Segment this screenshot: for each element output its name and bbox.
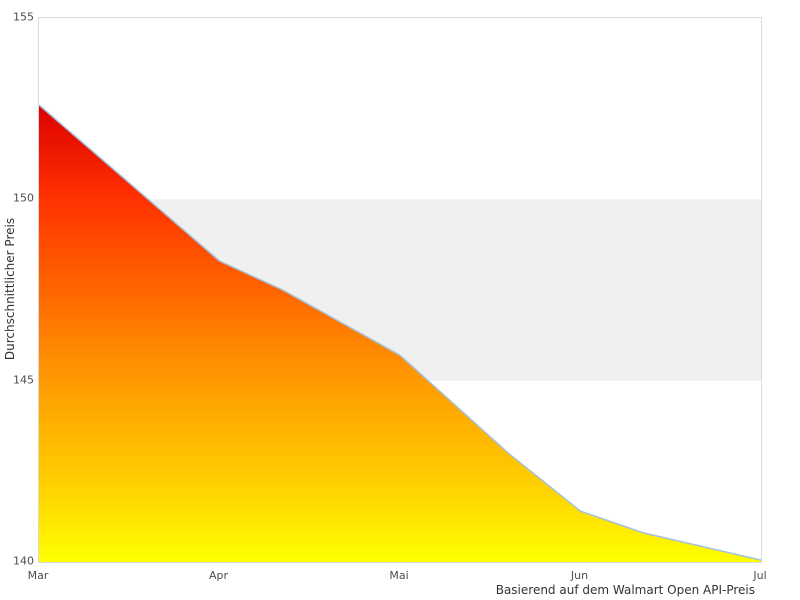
x-tick-label: Mai (389, 569, 409, 582)
y-tick-label: 150 (13, 191, 34, 205)
price-line-series (39, 104, 761, 561)
x-tick-label: Mar (27, 569, 49, 582)
area-chart-svg (39, 104, 761, 562)
plot-area (38, 17, 762, 563)
x-tick-label: Jul (753, 569, 767, 582)
x-tick-label: Jun (570, 569, 589, 582)
y-tick-label: 155 (13, 10, 34, 24)
chart-caption: Basierend auf dem Walmart Open API-Preis (495, 583, 755, 597)
y-tick-label: 140 (13, 554, 34, 568)
price-area-series (39, 105, 761, 562)
y-tick-label: 145 (13, 373, 34, 387)
y-axis-title: Durchschnittlicher Preis (3, 217, 17, 361)
x-tick-label: Apr (208, 569, 229, 582)
